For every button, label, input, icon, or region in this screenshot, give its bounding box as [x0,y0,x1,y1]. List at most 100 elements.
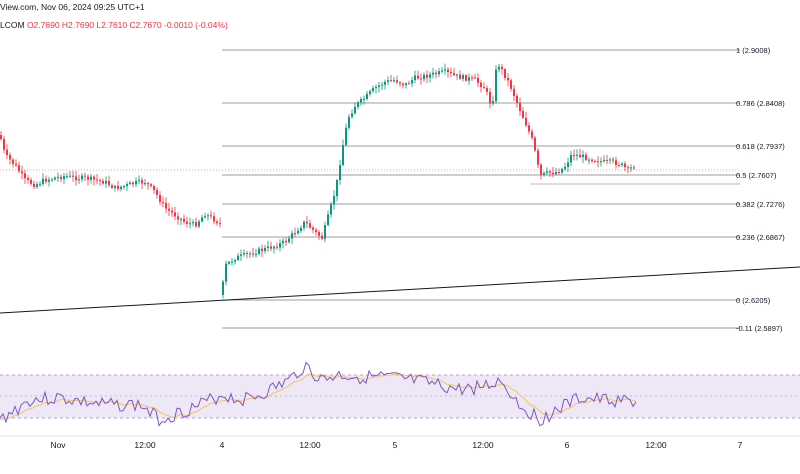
candle-body [267,246,269,248]
candle-body [540,164,542,175]
candle-body [327,214,329,226]
candle-body [114,185,116,188]
candle-body [147,183,149,185]
candle-body [300,227,302,231]
candle-body [447,69,449,72]
candle-body [399,82,401,84]
time-axis-label: 4 [220,440,225,450]
candle-body [393,80,395,82]
candle-body [519,102,521,112]
candle-body [93,176,95,180]
candle-body [396,80,398,83]
candle-body [525,117,527,126]
candle-body [531,131,533,138]
candle-body [69,175,71,177]
candle-body [210,215,212,217]
candle-body [141,180,143,184]
candle-body [444,69,446,71]
candle-body [315,229,317,232]
candle-body [627,167,629,169]
candle-body [324,225,326,239]
candle-body [306,221,308,224]
candle-body [357,102,359,107]
candle-body [600,161,602,163]
candle-body [618,165,620,167]
candle-body [102,180,104,184]
candle-body [417,75,419,79]
candle-body [204,216,206,218]
candle-body [81,175,83,180]
rsi-line [0,361,637,427]
candle-body [591,159,593,162]
candle-body [588,159,590,161]
time-axis-label: 7 [738,440,743,450]
fib-level-label: -0.11 (2.5897) [736,324,783,333]
candle-body [33,183,35,187]
candle-body [459,74,461,79]
candle-body [360,98,362,103]
candle-body [363,98,365,100]
candle-body [432,72,434,75]
candle-body [621,163,623,166]
candle-body [99,180,101,182]
candle-body [153,185,155,191]
candle-body [381,84,383,86]
candle-body [375,86,377,89]
candle-body [213,216,215,222]
candle-body [240,254,242,256]
candle-body [384,81,386,85]
time-axis-label: 12:00 [134,440,156,450]
candle-body [168,208,170,211]
candle-body [129,182,131,185]
candle-body [27,178,29,180]
candle-body [348,116,350,128]
fib-level-label: 0 (2.6205) [736,296,771,305]
candle-body [351,113,353,117]
candle-body [408,83,410,85]
candle-body [573,155,575,157]
candle-body [468,77,470,81]
candle-body [594,161,596,163]
candle-body [87,176,89,180]
candle-body [612,159,614,161]
candle-body [243,252,245,255]
candle-body [438,71,440,75]
candle-body [189,223,191,225]
candle-body [630,167,632,169]
trendline[interactable] [0,266,800,314]
candle-body [534,137,536,151]
candle-body [402,83,404,86]
candle-body [504,69,506,78]
candle-body [36,184,38,187]
candle-body [111,185,113,188]
candle-body [159,194,161,203]
time-axis[interactable]: Nov 12:00 4 12:00 5 12:00 6 12:00 7 [50,440,742,450]
candle-body [234,260,236,262]
candle-body [354,106,356,114]
candle-body [561,168,563,173]
candle-body [318,231,320,236]
candle-body [117,185,119,190]
candle-body [528,125,530,132]
candle-body [66,176,68,178]
candle-body [372,88,374,92]
candle-body [405,83,407,86]
candle-body [24,173,26,179]
candle-body [510,80,512,89]
fib-level-label: 0.236 (2.6867) [736,233,785,242]
candle-body [609,159,611,161]
candle-body [198,221,200,227]
candle-body [186,221,188,224]
candle-body [582,154,584,158]
candle-body [105,180,107,184]
candle-body [138,180,140,182]
fib-retracement[interactable]: 1 (2.9008) 0.786 (2.8408) 0.618 (2.7937) 0.… [222,46,785,333]
candle-body [45,178,47,182]
candle-body [72,175,74,177]
candle-body [390,80,392,82]
fib-level-label: 0.786 (2.8408) [736,99,785,108]
candle-body [429,74,431,78]
candle-body [555,172,557,175]
candle-body [207,215,209,217]
